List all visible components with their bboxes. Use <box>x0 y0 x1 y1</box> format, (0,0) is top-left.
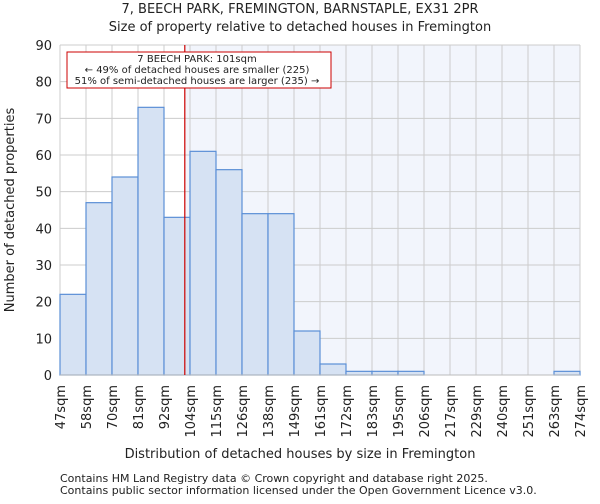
bar <box>59 293 87 376</box>
bar <box>267 213 295 376</box>
x-tick-label: 251sqm <box>522 385 537 438</box>
x-tick-label: 161sqm <box>314 385 329 438</box>
y-tick-label: 20 <box>35 296 52 311</box>
x-tick-label: 149sqm <box>288 385 303 438</box>
chart-subtitle: Size of property relative to detached ho… <box>109 20 491 35</box>
x-tick-label: 92sqm <box>158 385 173 429</box>
x-tick-label: 206sqm <box>418 385 433 438</box>
x-axis-label: Distribution of detached houses by size … <box>125 447 476 462</box>
y-tick-label: 90 <box>35 39 52 54</box>
x-tick-label: 104sqm <box>184 385 199 438</box>
bar <box>241 213 269 376</box>
y-tick-label: 40 <box>35 222 52 237</box>
y-tick-label: 60 <box>35 149 52 164</box>
x-tick-label: 47sqm <box>54 385 69 429</box>
bar <box>397 370 425 376</box>
bar <box>345 370 373 376</box>
x-tick-label: 126sqm <box>236 385 251 438</box>
bar <box>553 370 581 376</box>
y-tick-label: 70 <box>35 112 52 127</box>
x-tick-label: 183sqm <box>366 385 381 438</box>
annotation-smaller: ← 49% of detached houses are smaller (22… <box>85 65 310 76</box>
x-tick-label: 229sqm <box>470 385 485 438</box>
footer-line-1: Contains HM Land Registry data © Crown c… <box>60 472 488 485</box>
annotation-larger: 51% of semi-detached houses are larger (… <box>75 76 320 87</box>
annotation-title: 7 BEECH PARK: 101sqm <box>137 54 256 65</box>
x-tick-label: 195sqm <box>392 385 407 438</box>
y-tick-label: 50 <box>35 186 52 201</box>
x-tick-label: 240sqm <box>496 385 511 438</box>
bar <box>137 106 165 376</box>
bar <box>371 370 399 376</box>
chart-title: 7, BEECH PARK, FREMINGTON, BARNSTAPLE, E… <box>121 2 478 17</box>
x-tick-label: 217sqm <box>444 385 459 438</box>
annotation-box <box>66 51 332 89</box>
x-tick-label: 274sqm <box>574 385 589 438</box>
x-tick-label: 138sqm <box>262 385 277 438</box>
y-tick-label: 80 <box>35 76 52 91</box>
bar <box>163 216 191 376</box>
bar <box>189 150 217 376</box>
x-tick-label: 172sqm <box>340 385 355 438</box>
y-tick-label: 30 <box>35 259 52 274</box>
y-tick-label: 0 <box>44 369 52 384</box>
x-tick-label: 70sqm <box>106 385 121 429</box>
bar <box>85 202 113 376</box>
bar <box>111 176 139 376</box>
bar <box>215 169 243 376</box>
bar <box>293 330 321 376</box>
y-tick-label: 10 <box>35 332 52 347</box>
x-tick-label: 115sqm <box>210 385 225 438</box>
footer-line-2: Contains public sector information licen… <box>60 484 537 497</box>
x-tick-label: 81sqm <box>132 385 147 429</box>
x-tick-label: 263sqm <box>548 385 563 438</box>
bar <box>319 363 347 376</box>
y-axis-label: Number of detached properties <box>3 108 18 313</box>
x-tick-label: 58sqm <box>80 385 95 429</box>
